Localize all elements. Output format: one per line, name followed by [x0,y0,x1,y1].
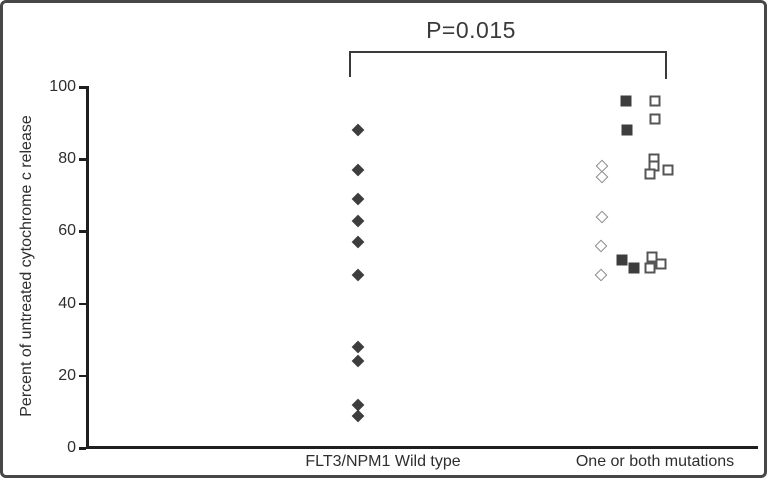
open-square-marker [655,258,667,270]
y-tick-label: 40 [58,294,76,312]
y-tick-label: 80 [58,150,76,168]
x-category-label-mutations: One or both mutations [575,453,735,470]
x-axis-line [86,446,758,449]
open-diamond-marker [594,268,608,282]
y-tick-mark [79,302,86,306]
y-tick-mark [79,230,86,233]
y-tick-mark [79,447,86,450]
y-tick-label: 60 [58,222,76,240]
y-tick-mark [79,158,86,161]
x-category-label-wild-type: FLT3/NPM1 Wild type [305,453,461,470]
significance-bracket-right-tick [665,51,667,79]
filled-square-marker [616,254,628,266]
y-axis-line [86,86,89,448]
open-square-marker [649,113,661,125]
open-diamond-marker [594,239,608,253]
open-diamond-marker [595,210,609,224]
y-tick-mark [79,86,86,89]
y-tick-label: 0 [67,439,76,456]
filled-diamond-marker [351,214,365,227]
y-tick-label: 20 [58,366,76,384]
filled-square-marker [620,95,632,107]
open-square-marker [662,164,674,176]
significance-bracket-horizontal [349,51,667,53]
open-square-marker [644,262,656,273]
y-tick-mark [79,374,86,378]
filled-diamond-marker [351,163,365,177]
open-square-marker [646,251,658,263]
p-value-annotation: P=0.015 [426,17,516,43]
filled-diamond-marker [351,235,365,249]
filled-square-marker [621,124,633,136]
filled-square-marker [628,262,640,273]
open-diamond-marker [595,170,609,184]
open-square-marker [644,168,656,180]
filled-diamond-marker [351,123,365,137]
filled-diamond-marker [351,268,365,282]
significance-bracket-left-tick [349,51,351,77]
open-square-marker [649,95,661,107]
filled-diamond-marker [351,409,365,422]
filled-diamond-marker [351,192,365,206]
filled-diamond-marker [351,340,365,354]
filled-diamond-marker [351,354,365,368]
scatter-chart-figure: P=0.015 Percent of untreated cytochrome … [0,0,767,478]
y-tick-label: 100 [49,78,76,95]
